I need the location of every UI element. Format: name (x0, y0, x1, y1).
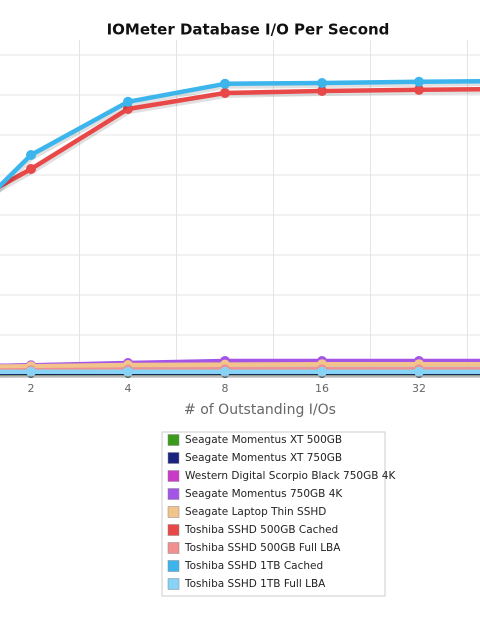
point (26, 366, 36, 377)
legend-label: Seagate Momentus XT 750GB (185, 452, 342, 464)
legend-swatch (167, 578, 180, 590)
point (414, 366, 424, 377)
point (220, 88, 230, 98)
plot-area (0, 76, 480, 379)
point (26, 164, 36, 174)
legend-swatch (167, 488, 180, 500)
legend-swatch (167, 524, 180, 536)
point (317, 86, 327, 96)
point (123, 96, 133, 107)
point (317, 366, 327, 377)
grid (0, 40, 480, 376)
point (220, 78, 230, 89)
legend-swatch (167, 506, 180, 518)
legend-swatch (167, 434, 180, 446)
legend-swatch (167, 560, 180, 572)
series-line (0, 79, 480, 189)
legend-label: Seagate Laptop Thin SSHD (185, 506, 326, 518)
legend-label: Toshiba SSHD 1TB Full LBA (184, 578, 326, 590)
x-tick-label: 8 (222, 382, 229, 395)
legend-label: Western Digital Scorpio Black 750GB 4K (185, 470, 396, 482)
series-shadow (0, 88, 480, 193)
point (220, 366, 230, 377)
point (123, 104, 133, 114)
legend (161, 431, 386, 597)
legend-swatch (167, 542, 180, 554)
legend-label: Seagate Momentus 750GB 4K (185, 488, 343, 500)
legend-label: Toshiba SSHD 1TB Cached (184, 560, 323, 572)
point (414, 76, 424, 87)
x-tick-label: 16 (315, 382, 329, 395)
legend-items: Seagate Momentus XT 500GB Seagate Momentu… (167, 434, 396, 590)
legend-label: Toshiba SSHD 500GB Cached (184, 524, 338, 536)
series-line (0, 87, 480, 189)
point (123, 366, 133, 377)
point (26, 150, 36, 160)
chart-title: IOMeter Database I/O Per Second (107, 21, 390, 39)
x-tick-label: 2 (28, 382, 35, 395)
legend-label: Seagate Momentus XT 500GB (185, 434, 342, 446)
legend-swatch (167, 452, 180, 464)
x-tick-label: 32 (412, 382, 426, 395)
point (414, 84, 424, 95)
legend-label: Toshiba SSHD 500GB Full LBA (184, 542, 341, 554)
series-shadow (0, 80, 480, 193)
point (317, 78, 327, 88)
x-tick-label: 4 (125, 382, 132, 395)
legend-swatch (167, 470, 180, 482)
x-axis-title: # of Outstanding I/Os (184, 402, 336, 418)
